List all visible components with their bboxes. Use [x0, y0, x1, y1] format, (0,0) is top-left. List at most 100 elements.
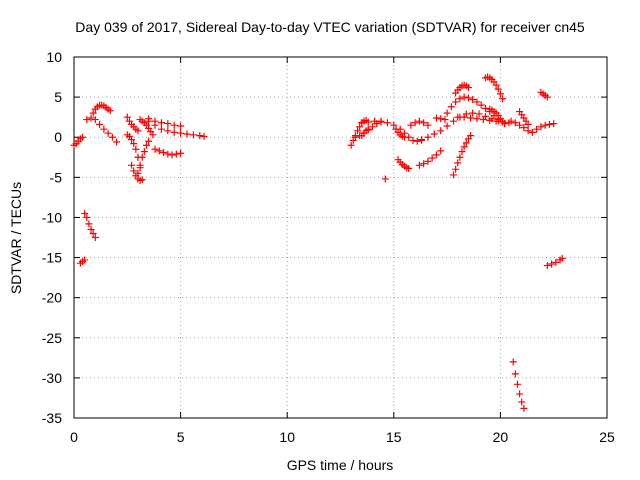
- data-point: [494, 85, 502, 93]
- data-point: [405, 165, 413, 173]
- data-point: [518, 398, 526, 406]
- data-point: [428, 154, 436, 162]
- data-segment: [151, 145, 185, 159]
- data-point: [405, 133, 413, 141]
- data-point: [79, 133, 87, 141]
- y-tick-label: -30: [42, 370, 62, 386]
- data-point: [130, 167, 138, 175]
- data-point: [486, 116, 494, 124]
- data-point: [170, 128, 178, 136]
- data-segment: [358, 117, 391, 127]
- data-point: [430, 130, 438, 138]
- data-point: [464, 83, 472, 91]
- data-point: [520, 404, 528, 412]
- x-tick-label: 5: [177, 429, 185, 445]
- data-segment: [134, 137, 153, 177]
- data-point: [151, 117, 159, 125]
- data-point: [411, 119, 419, 127]
- data-point: [492, 81, 500, 89]
- data-point: [377, 118, 385, 126]
- data-point: [157, 119, 165, 127]
- data-point: [543, 93, 551, 101]
- data-point: [145, 137, 153, 145]
- data-segment: [432, 114, 449, 124]
- data-segment: [509, 358, 528, 412]
- data-segment: [481, 73, 507, 103]
- data-point: [524, 127, 532, 135]
- data-point: [537, 123, 545, 131]
- data-segment: [418, 109, 509, 144]
- data-point: [183, 130, 191, 138]
- y-tick-label: -20: [42, 290, 62, 306]
- data-point: [87, 114, 95, 122]
- data-point: [473, 98, 481, 106]
- x-tick-label: 15: [386, 429, 402, 445]
- data-point: [533, 125, 541, 133]
- data-point: [464, 94, 472, 102]
- data-point: [368, 123, 376, 131]
- y-tick-label: 5: [54, 89, 62, 105]
- data-segment: [381, 175, 389, 183]
- data-point: [177, 122, 185, 130]
- data-point: [128, 161, 136, 169]
- data-point: [443, 122, 451, 130]
- y-tick-label: 0: [54, 129, 62, 145]
- data-point: [420, 119, 428, 127]
- data-point: [543, 262, 551, 270]
- data-point: [200, 132, 208, 140]
- data-series: [70, 73, 566, 412]
- plot-frame: [73, 56, 608, 419]
- data-point: [381, 175, 389, 183]
- data-point: [83, 213, 91, 221]
- data-point: [106, 107, 114, 115]
- data-point: [437, 115, 445, 123]
- data-segment: [123, 113, 142, 135]
- data-point: [541, 121, 549, 129]
- data-point: [149, 131, 157, 139]
- data-point: [100, 125, 108, 133]
- data-point: [104, 129, 112, 137]
- data-point: [492, 117, 500, 125]
- data-point: [134, 127, 142, 135]
- data-segment: [507, 117, 558, 136]
- data-segment: [407, 117, 432, 129]
- data-point: [424, 121, 432, 129]
- data-point: [145, 115, 153, 123]
- data-point: [458, 148, 466, 156]
- chart-title: Day 039 of 2017, Sidereal Day-to-day VTE…: [75, 19, 585, 35]
- data-point: [130, 140, 138, 148]
- data-point: [452, 98, 460, 106]
- x-tick-label: 0: [70, 429, 78, 445]
- data-point: [177, 129, 185, 137]
- x-axis-title: GPS time / hours: [287, 457, 394, 473]
- data-point: [356, 123, 364, 131]
- data-point: [168, 151, 176, 159]
- data-point: [413, 137, 421, 145]
- data-segment: [449, 132, 475, 179]
- data-point: [437, 127, 445, 135]
- data-point: [87, 225, 95, 233]
- data-point: [354, 127, 362, 135]
- data-point: [113, 138, 121, 146]
- y-tick-label: -5: [50, 169, 63, 185]
- data-point: [432, 114, 440, 122]
- y-tick-label: 10: [46, 49, 62, 65]
- data-point: [364, 118, 372, 126]
- data-point: [400, 129, 408, 137]
- data-point: [396, 125, 404, 133]
- data-point: [85, 220, 93, 228]
- grid: [74, 57, 607, 418]
- data-point: [132, 145, 140, 153]
- data-point: [511, 370, 519, 378]
- data-segment: [83, 114, 121, 146]
- y-tick-label: -25: [42, 330, 62, 346]
- data-segment: [390, 121, 408, 141]
- data-point: [89, 229, 97, 237]
- data-point: [447, 103, 455, 111]
- data-segment: [89, 101, 114, 117]
- data-point: [460, 143, 468, 151]
- data-point: [558, 254, 566, 262]
- data-point: [189, 131, 197, 139]
- y-axis-title: SDTVAR / TECUs: [8, 182, 24, 294]
- data-point: [507, 117, 515, 125]
